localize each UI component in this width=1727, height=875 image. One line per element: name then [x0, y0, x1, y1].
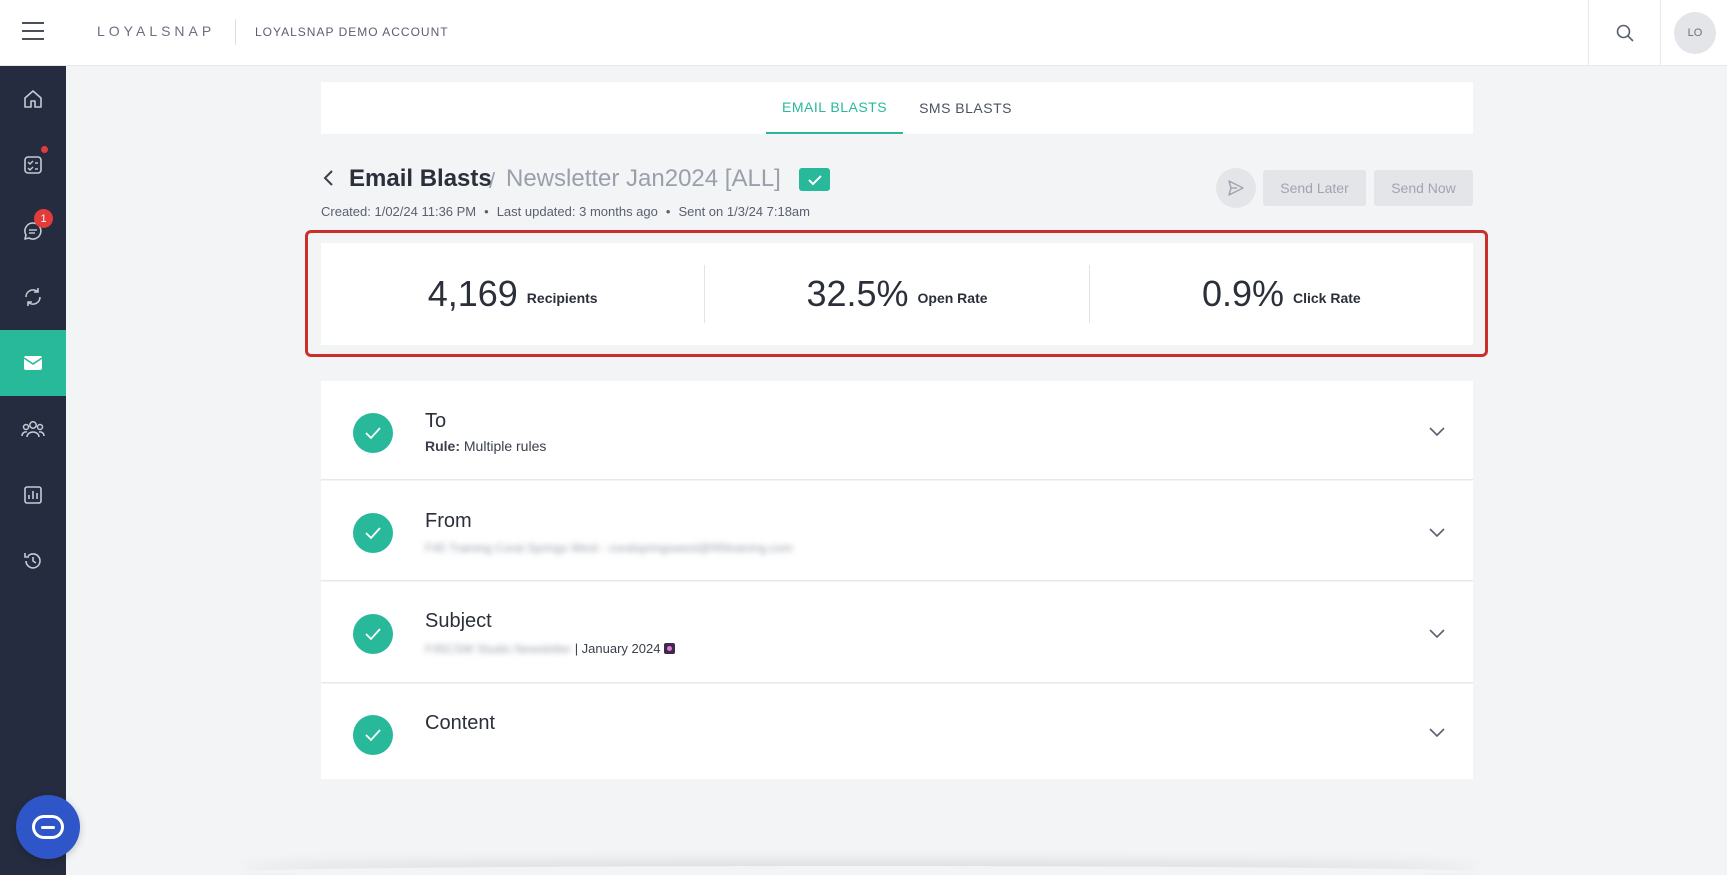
stat-value: 0.9%: [1201, 273, 1284, 314]
stat-click-rate: 0.9% Click Rate: [1090, 265, 1473, 323]
breadcrumb-separator: /: [489, 168, 496, 193]
sidebar-item-members[interactable]: [0, 396, 66, 462]
stat-recipients: 4,169 Recipients: [321, 265, 706, 323]
check-circle-icon: [353, 413, 393, 453]
avatar[interactable]: LO: [1674, 12, 1716, 54]
chevron-left-icon: [323, 170, 333, 186]
back-button[interactable]: [322, 168, 342, 192]
mail-icon: [23, 356, 43, 370]
send-icon: [1228, 180, 1244, 196]
section-title: Content: [425, 712, 496, 734]
last-updated: Last updated: 3 months ago: [496, 204, 658, 219]
sent-date: Sent on 1/3/24 7:18am: [678, 204, 810, 219]
section-title: To: [425, 410, 447, 432]
send-now-button[interactable]: Send Now: [1374, 170, 1473, 206]
logo: LOYALSNAP: [97, 23, 216, 39]
search-icon: [1616, 24, 1634, 42]
sidebar-item-messages[interactable]: 1: [0, 198, 66, 264]
stat-value: 32.5%: [806, 273, 909, 314]
chevron-down-icon[interactable]: [1427, 424, 1447, 438]
sidebar-item-home[interactable]: [0, 66, 66, 132]
section-content[interactable]: Content: [321, 684, 1473, 779]
chevron-down-icon[interactable]: [1427, 725, 1447, 739]
section-title: Subject: [425, 610, 492, 632]
notification-dot: [41, 146, 48, 153]
sidebar-item-reports[interactable]: [0, 462, 66, 528]
stat-open-rate: 32.5% Open Rate: [705, 265, 1090, 323]
chevron-down-icon[interactable]: [1427, 525, 1447, 539]
logo-divider: [235, 19, 236, 45]
checklist-icon: [24, 156, 42, 174]
stats-highlight-outline: [305, 230, 1488, 357]
notification-badge: 1: [34, 209, 53, 228]
page-title: Newsletter Jan2024 [ALL]: [506, 165, 781, 192]
send-later-button[interactable]: Send Later: [1263, 170, 1366, 206]
check-circle-icon: [353, 513, 393, 553]
sparkle-emoji-icon: [664, 643, 676, 654]
sidebar: 1: [0, 66, 66, 875]
sidebar-item-email[interactable]: [0, 330, 66, 396]
history-icon: [24, 553, 41, 569]
section-from[interactable]: From F45 Training Coral Springs West - c…: [321, 481, 1473, 581]
section-summary: Rule: Multiple rules: [425, 438, 547, 454]
breadcrumb-parent[interactable]: Email Blasts: [349, 165, 492, 192]
stat-value: 4,169: [427, 273, 518, 314]
stat-label: Click Rate: [1293, 290, 1361, 306]
check-icon: [807, 174, 822, 185]
blast-type-tabs: EMAIL BLASTS SMS BLASTS: [321, 82, 1473, 134]
send-test-button[interactable]: [1216, 168, 1256, 208]
refresh-icon: [25, 288, 41, 306]
top-bar: LOYALSNAP LOYALSNAP DEMO ACCOUNT LO: [0, 0, 1727, 66]
sidebar-item-automations[interactable]: [0, 264, 66, 330]
reports-icon: [24, 486, 42, 504]
search-button[interactable]: [1588, 0, 1661, 66]
section-title: From: [425, 510, 472, 532]
home-icon: [24, 90, 42, 108]
check-circle-icon: [353, 715, 393, 755]
section-summary: F45CSW Studio Newsletter | January 2024: [425, 641, 676, 656]
section-to[interactable]: To Rule: Multiple rules: [321, 381, 1473, 480]
support-chat-button[interactable]: [16, 795, 80, 859]
section-subject[interactable]: Subject F45CSW Studio Newsletter | Janua…: [321, 582, 1473, 683]
section-summary: F45 Training Coral Springs West - corals…: [425, 541, 793, 555]
chat-support-icon: [32, 815, 64, 839]
sidebar-item-tasks[interactable]: [0, 132, 66, 198]
created-date: Created: 1/02/24 11:36 PM: [321, 204, 477, 219]
blast-meta: Created: 1/02/24 11:36 PM • Last updated: …: [321, 204, 810, 219]
sidebar-item-history[interactable]: [0, 528, 66, 594]
members-icon: [21, 421, 45, 438]
bottom-panel-shadow: [240, 866, 1480, 875]
check-circle-icon: [353, 614, 393, 654]
stat-label: Open Rate: [917, 290, 988, 306]
menu-icon[interactable]: [22, 22, 44, 42]
tab-email-blasts[interactable]: EMAIL BLASTS: [766, 82, 904, 134]
status-badge: [799, 168, 830, 191]
account-name[interactable]: LOYALSNAP DEMO ACCOUNT: [255, 25, 449, 39]
tab-sms-blasts[interactable]: SMS BLASTS: [919, 100, 1012, 116]
stats-panel: 4,169 Recipients 32.5% Open Rate 0.9% Cl…: [321, 243, 1473, 345]
stat-label: Recipients: [526, 290, 598, 306]
chevron-down-icon[interactable]: [1427, 626, 1447, 640]
